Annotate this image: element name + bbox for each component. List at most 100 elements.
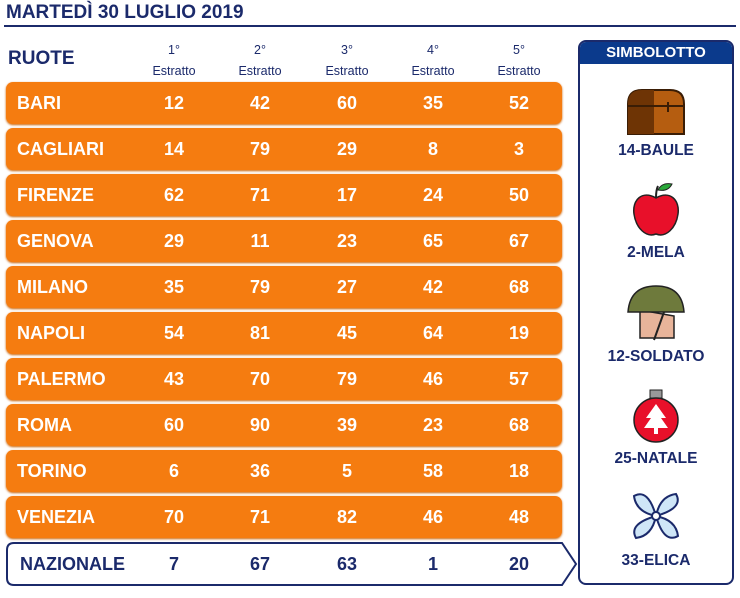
drawn-number: 48 <box>508 507 530 527</box>
drawn-number: 60 <box>163 415 185 435</box>
drawn-number: 62 <box>163 185 185 205</box>
drawn-number: 90 <box>249 415 271 435</box>
wheel-name: VENEZIA <box>17 507 96 527</box>
symbol-label: 25-NATALE <box>614 450 698 467</box>
symbol-item: 14-BAULE <box>580 86 732 160</box>
drawn-number: 27 <box>336 277 358 297</box>
symbol-item: 12-SOLDATO <box>580 282 732 366</box>
drawn-number: 68 <box>508 277 530 297</box>
simbolotto-panel: SIMBOLOTTO 14-BAULE 2-MELA 12-SOLDATO 25… <box>578 40 734 585</box>
drawn-number: 60 <box>336 93 358 113</box>
symbol-item: 2-MELA <box>580 182 732 262</box>
drawn-number: 71 <box>249 185 271 205</box>
drawn-number: 68 <box>508 415 530 435</box>
drawn-number: 18 <box>508 461 530 481</box>
wheel-row: PALERMO 43 70 79 46 57 <box>6 358 562 400</box>
drawn-number: 52 <box>508 93 530 113</box>
chest-icon <box>627 89 685 135</box>
symbol-label: 14-BAULE <box>618 142 694 159</box>
drawn-number: 42 <box>422 277 444 297</box>
simbolotto-title: SIMBOLOTTO <box>580 42 732 64</box>
wheel-name: NAPOLI <box>17 323 86 343</box>
drawn-number: 54 <box>163 323 185 343</box>
drawn-number: 35 <box>422 93 444 113</box>
drawn-number: 81 <box>249 323 271 343</box>
drawn-number: 19 <box>508 323 530 343</box>
column-label: Estratto <box>411 64 455 78</box>
drawn-number: 63 <box>336 554 358 574</box>
column-label: Estratto <box>325 64 369 78</box>
ruote-header: RUOTE <box>8 48 75 69</box>
column-header: 1° Estratto <box>131 40 217 82</box>
drawn-number: 35 <box>163 277 185 297</box>
column-label: Estratto <box>497 64 541 78</box>
drawn-number: 45 <box>336 323 358 343</box>
drawn-number: 58 <box>422 461 444 481</box>
drawn-number: 24 <box>422 185 444 205</box>
drawn-number: 64 <box>422 323 444 343</box>
drawn-number: 67 <box>508 231 530 251</box>
column-header: 4° Estratto <box>390 40 476 82</box>
page-title: MARTEDÌ 30 LUGLIO 2019 <box>6 2 244 23</box>
column-ordinal: 5° <box>513 43 525 57</box>
drawn-number: 23 <box>422 415 444 435</box>
column-label: Estratto <box>238 64 282 78</box>
wheel-row: VENEZIA 70 71 82 46 48 <box>6 496 562 538</box>
drawn-number: 42 <box>249 93 271 113</box>
nazionale-frame <box>6 542 578 586</box>
propeller-icon <box>632 492 680 540</box>
drawn-number: 79 <box>249 277 271 297</box>
christmas-ornament-icon <box>633 389 679 443</box>
column-header: 3° Estratto <box>304 40 390 82</box>
wheel-row: ROMA 60 90 39 23 68 <box>6 404 562 446</box>
drawn-number: 17 <box>336 185 358 205</box>
drawn-number: 23 <box>336 231 358 251</box>
drawn-number: 70 <box>163 507 185 527</box>
wheel-name: NAZIONALE <box>20 554 125 574</box>
drawn-number: 6 <box>168 461 179 481</box>
column-ordinal: 2° <box>254 43 266 57</box>
drawn-number: 43 <box>163 369 185 389</box>
drawn-number: 1 <box>427 554 438 574</box>
nazionale-row: NAZIONALE 7 67 63 1 20 <box>6 542 578 586</box>
column-ordinal: 1° <box>168 43 180 57</box>
symbol-item: 25-NATALE <box>580 388 732 468</box>
drawn-number: 36 <box>249 461 271 481</box>
drawn-number: 39 <box>336 415 358 435</box>
drawn-number: 8 <box>427 139 438 159</box>
drawn-number: 46 <box>422 507 444 527</box>
wheel-row: NAPOLI 54 81 45 64 19 <box>6 312 562 354</box>
drawn-number: 65 <box>422 231 444 251</box>
wheel-name: ROMA <box>17 415 72 435</box>
wheel-name: FIRENZE <box>17 185 95 205</box>
column-ordinal: 3° <box>341 43 353 57</box>
symbol-label: 2-MELA <box>627 244 685 261</box>
wheel-name: GENOVA <box>17 231 94 251</box>
wheel-name: BARI <box>17 93 61 113</box>
drawn-number: 71 <box>249 507 271 527</box>
drawn-number: 29 <box>336 139 358 159</box>
drawn-number: 82 <box>336 507 358 527</box>
symbol-label: 33-ELICA <box>621 552 691 569</box>
drawn-number: 70 <box>249 369 271 389</box>
title-divider <box>4 25 736 27</box>
drawn-number: 79 <box>249 139 271 159</box>
drawn-number: 29 <box>163 231 185 251</box>
wheel-row: TORINO 6 36 5 58 18 <box>6 450 562 492</box>
wheel-row: MILANO 35 79 27 42 68 <box>6 266 562 308</box>
wheel-name: CAGLIARI <box>17 139 104 159</box>
drawn-number: 67 <box>249 554 271 574</box>
drawn-number: 50 <box>508 185 530 205</box>
drawn-number: 57 <box>508 369 530 389</box>
drawn-number: 7 <box>168 554 179 574</box>
wheel-row: CAGLIARI 14 79 29 8 3 <box>6 128 562 170</box>
apple-icon <box>633 183 679 236</box>
column-header: 5° Estratto <box>476 40 562 82</box>
drawn-number: 46 <box>422 369 444 389</box>
symbol-label: 12-SOLDATO <box>607 348 705 365</box>
symbol-item: 33-ELICA <box>580 486 732 570</box>
drawn-number: 5 <box>341 461 352 481</box>
drawn-number: 79 <box>336 369 358 389</box>
wheel-name: TORINO <box>17 461 87 481</box>
wheel-row: BARI 12 42 60 35 52 <box>6 82 562 124</box>
